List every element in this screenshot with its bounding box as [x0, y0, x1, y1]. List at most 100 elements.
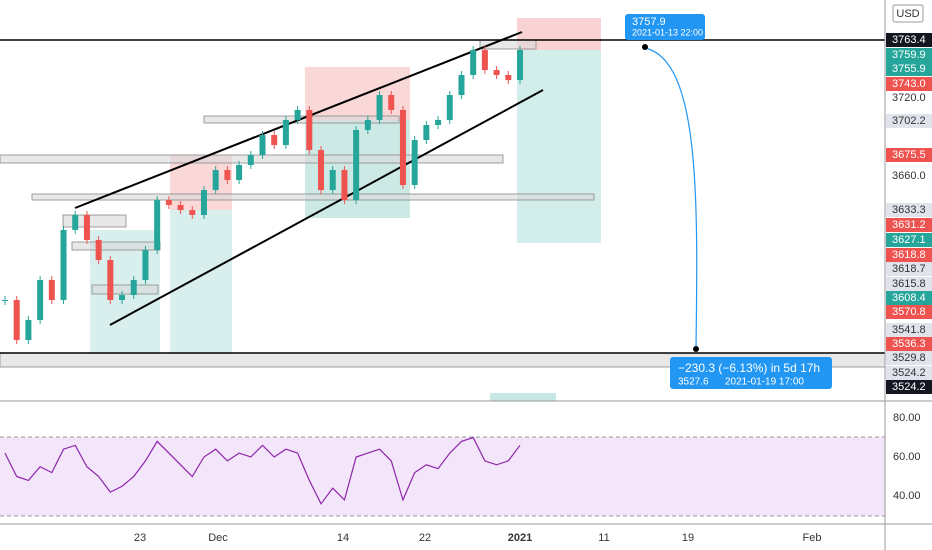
price-label-bg	[886, 380, 932, 394]
annotation-change: −230.3 (−6.13%) in 5d 17h	[678, 361, 820, 375]
candle	[37, 280, 44, 321]
candle	[142, 249, 149, 280]
currency-button[interactable]	[892, 4, 924, 23]
price-label: 3541.8	[892, 324, 926, 336]
time-label: 11	[598, 532, 609, 544]
price-label: 3720.0	[892, 92, 926, 104]
currency[interactable]: USD	[896, 8, 919, 20]
price-label: 3524.2	[892, 367, 926, 379]
price-label: 3675.5	[892, 149, 926, 161]
price-label-bg	[886, 114, 932, 128]
candle	[341, 170, 348, 201]
candle	[25, 320, 32, 341]
candle	[13, 300, 20, 341]
time-label: 23	[134, 532, 146, 544]
candle	[247, 154, 254, 165]
candle	[353, 129, 360, 201]
candle	[411, 139, 418, 185]
annotation-time: 2021-01-19 17:00	[725, 377, 804, 388]
candle	[364, 119, 371, 130]
price-label: 3615.8	[892, 278, 926, 290]
candle	[154, 200, 161, 250]
target-zone	[490, 393, 556, 401]
price-label: 3570.8	[892, 306, 926, 318]
price-label: 3524.2	[892, 381, 926, 393]
rsi-label: 60.00	[893, 451, 921, 463]
price-label-bg	[886, 351, 932, 365]
price-label-bg	[886, 33, 932, 47]
price-label: 3536.3	[892, 338, 926, 350]
annotation-price: 3757.9	[632, 16, 666, 28]
price-label-bg	[886, 262, 932, 276]
price-label-bg	[886, 277, 932, 291]
candle	[72, 215, 79, 230]
price-label: 3633.3	[892, 204, 926, 216]
price-label-bg	[886, 203, 932, 217]
price-label-bg	[886, 366, 932, 380]
candle	[306, 109, 313, 150]
price-label: 3759.9	[892, 49, 926, 61]
candle	[329, 170, 336, 191]
projection-start	[642, 44, 648, 50]
annotation-price: 3527.6	[678, 377, 709, 388]
candle	[388, 95, 395, 110]
candle	[2, 300, 8, 302]
candle	[60, 229, 67, 301]
time-label: 19	[682, 532, 694, 544]
price-label: 3743.0	[892, 78, 926, 90]
price-label: 3631.2	[892, 219, 926, 231]
time-label: Dec	[208, 532, 228, 544]
candle	[212, 170, 219, 191]
candle	[399, 109, 406, 185]
candle	[470, 50, 477, 75]
candle	[83, 215, 90, 240]
candle	[189, 210, 196, 215]
annotation-time: 2021-01-13 22:00	[632, 27, 703, 37]
price-label: 3618.8	[892, 249, 926, 261]
candle	[505, 74, 512, 81]
price-label-bg	[886, 305, 932, 319]
price-label-bg	[886, 248, 932, 262]
price-label: 3608.4	[892, 292, 926, 304]
price-label-bg	[886, 77, 932, 91]
channel-upper	[74, 31, 523, 209]
price-label-bg	[886, 48, 932, 62]
candle	[107, 259, 114, 301]
candle	[271, 135, 278, 146]
candle	[95, 239, 102, 260]
candle	[282, 119, 289, 146]
price-label: 3755.9	[892, 63, 926, 75]
axis-labels: 3763.4 3759.9 3755.9 3743.0 3720.0 3702.2 3675…	[134, 33, 932, 544]
price-label-bg	[886, 291, 932, 305]
price-label-bg	[886, 233, 932, 247]
channel-lower	[109, 89, 544, 326]
annotation-box	[625, 14, 705, 40]
rsi-label: 80.00	[893, 412, 921, 424]
price-label-bg	[886, 148, 932, 162]
rsi-band	[0, 437, 885, 516]
candle	[446, 95, 453, 120]
rsi-label: 40.00	[893, 490, 921, 502]
target-zone	[170, 210, 232, 353]
projection-end	[693, 346, 699, 352]
candle	[259, 135, 266, 155]
price-label: 3529.8	[892, 352, 926, 364]
candle	[177, 204, 184, 211]
price-label: 3702.2	[892, 115, 926, 127]
price-label-bg	[886, 323, 932, 337]
candle	[130, 280, 137, 295]
candle	[318, 150, 325, 191]
candle	[236, 164, 243, 181]
candle	[48, 280, 55, 301]
time-label: 14	[337, 532, 349, 544]
candle	[294, 109, 301, 120]
price-label-bg	[886, 62, 932, 76]
time-label: 22	[419, 532, 431, 544]
candle	[517, 50, 523, 81]
price-label-bg	[886, 218, 932, 232]
candle	[423, 125, 430, 140]
candle	[165, 200, 172, 205]
candle	[481, 50, 488, 71]
target-zone	[517, 50, 601, 243]
